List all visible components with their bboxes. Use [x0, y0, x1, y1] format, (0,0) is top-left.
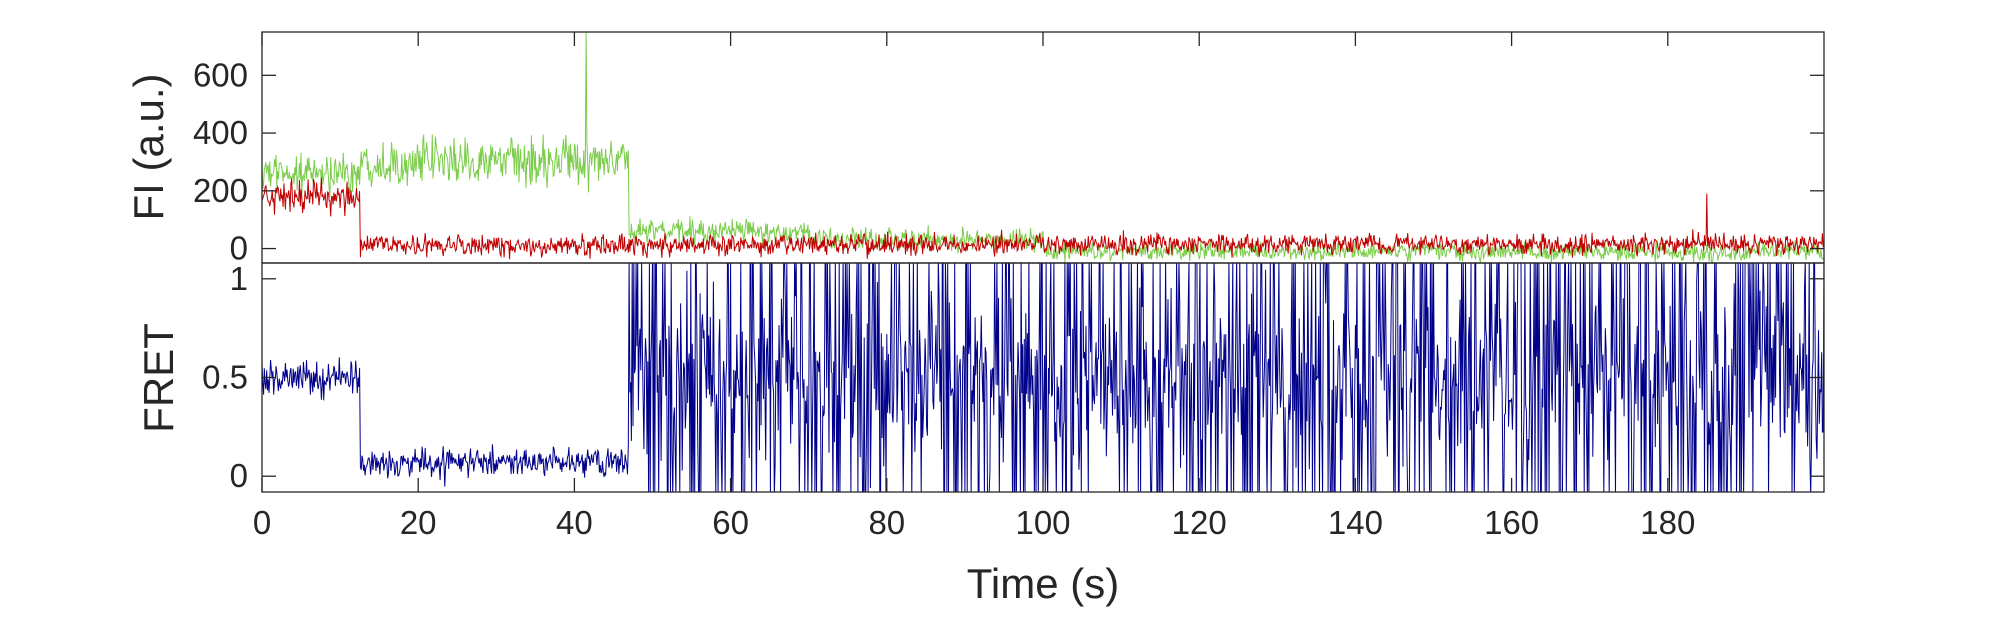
y-tick-label: 600: [193, 56, 248, 93]
time-x-ticks: 0 20 40 60 80 100 120 140 160 180: [253, 32, 1695, 541]
intensity-axes-frame: [261, 31, 1825, 264]
fret-series-group: [262, 263, 1824, 492]
x-tick-label: 120: [1172, 504, 1227, 541]
y-tick-label: 0: [230, 230, 248, 267]
fret-y-ticks: 00.51: [202, 260, 1824, 494]
x-tick-label: 80: [868, 504, 905, 541]
intensity-y-axis-title: FI (a.u.): [125, 73, 172, 220]
fret-panel: 00.51 0 20 40 60 80 100 120 140 160 180 FRET Time…: [135, 32, 1825, 607]
x-tick-label: 180: [1640, 504, 1695, 541]
fret-trace: [262, 263, 1824, 492]
x-tick-label: 40: [556, 504, 593, 541]
y-tick-label: 0.5: [202, 359, 248, 396]
x-tick-label: 140: [1328, 504, 1383, 541]
intensity-series-group: [262, 32, 1824, 264]
x-tick-label: 100: [1015, 504, 1070, 541]
fret-y-axis-title: FRET: [135, 323, 182, 433]
intensity-panel: 0 200 400 600 FI (a.u.): [125, 31, 1825, 267]
time-x-axis-title: Time (s): [967, 560, 1119, 607]
x-tick-label: 0: [253, 504, 271, 541]
x-tick-label: 20: [400, 504, 437, 541]
y-tick-label: 400: [193, 114, 248, 151]
acceptor-trace: [262, 177, 1824, 260]
y-tick-label: 1: [230, 260, 248, 297]
y-tick-label: 200: [193, 172, 248, 209]
x-tick-label: 60: [712, 504, 749, 541]
intensity-y-ticks: 0 200 400 600: [193, 56, 1824, 267]
x-tick-label: 160: [1484, 504, 1539, 541]
donor-trace: [262, 32, 1824, 264]
y-tick-label: 0: [230, 457, 248, 494]
